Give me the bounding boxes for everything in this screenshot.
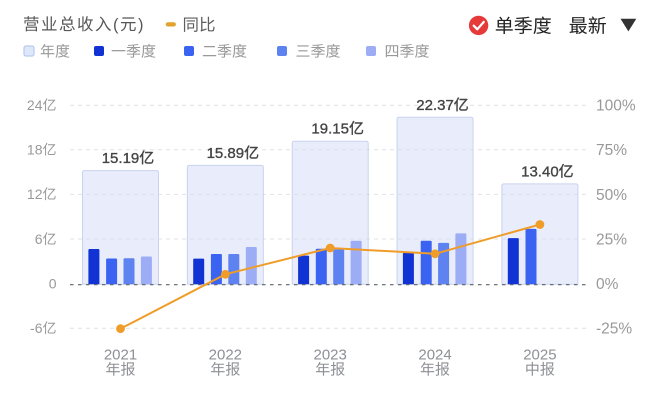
svg-text:2023: 2023 bbox=[314, 346, 347, 363]
svg-text:中报: 中报 bbox=[525, 361, 555, 378]
svg-text:2025: 2025 bbox=[523, 346, 556, 363]
svg-text:-25%: -25% bbox=[596, 321, 632, 338]
svg-text:年报: 年报 bbox=[420, 361, 450, 378]
svg-text:25%: 25% bbox=[596, 231, 627, 248]
svg-text:二季度: 二季度 bbox=[202, 44, 247, 61]
svg-text:2021: 2021 bbox=[104, 346, 137, 363]
svg-text:四季度: 四季度 bbox=[385, 44, 430, 61]
svg-text:50%: 50% bbox=[596, 187, 627, 204]
svg-text:19.15亿: 19.15亿 bbox=[311, 121, 364, 138]
svg-text:单季度: 单季度 bbox=[495, 16, 552, 38]
svg-text:12亿: 12亿 bbox=[27, 186, 57, 202]
svg-text:最新: 最新 bbox=[569, 16, 607, 38]
svg-text:75%: 75% bbox=[596, 142, 627, 159]
svg-text:年度: 年度 bbox=[40, 44, 70, 61]
svg-text:年报: 年报 bbox=[210, 361, 240, 378]
svg-text:24亿: 24亿 bbox=[27, 97, 57, 113]
svg-text:6亿: 6亿 bbox=[35, 231, 57, 247]
svg-text:22.37亿: 22.37亿 bbox=[416, 97, 469, 114]
svg-text:15.89亿: 15.89亿 bbox=[207, 145, 260, 162]
svg-text:2024: 2024 bbox=[418, 346, 451, 363]
svg-text:-6亿: -6亿 bbox=[30, 320, 56, 336]
svg-text:2022: 2022 bbox=[209, 346, 242, 363]
svg-text:0%: 0% bbox=[596, 276, 619, 293]
svg-text:年报: 年报 bbox=[105, 361, 135, 378]
svg-text:一季度: 一季度 bbox=[111, 44, 156, 61]
svg-text:0: 0 bbox=[49, 276, 57, 292]
svg-text:三季度: 三季度 bbox=[296, 44, 341, 61]
svg-text:同比: 同比 bbox=[183, 17, 216, 35]
svg-text:18亿: 18亿 bbox=[27, 142, 57, 158]
svg-text:15.19亿: 15.19亿 bbox=[102, 150, 155, 167]
svg-text:100%: 100% bbox=[596, 98, 636, 115]
svg-text:13.40亿: 13.40亿 bbox=[521, 163, 574, 180]
svg-text:营业总收入(元): 营业总收入(元) bbox=[23, 16, 145, 34]
svg-text:年报: 年报 bbox=[315, 361, 345, 378]
